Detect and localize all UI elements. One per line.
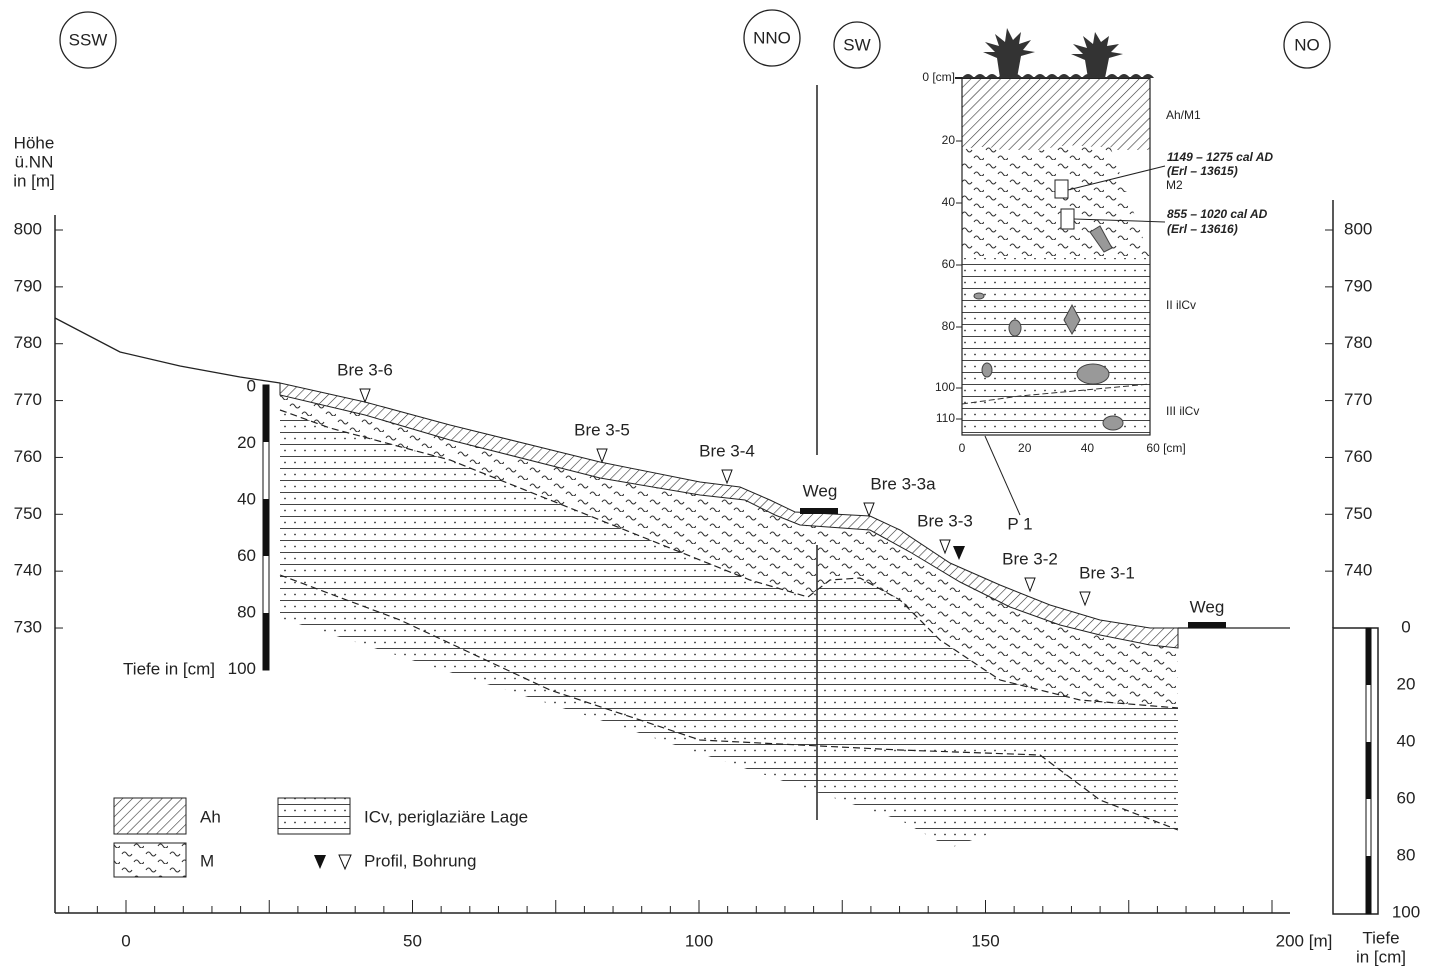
path-label: Weg [1190, 597, 1225, 616]
y-tick-label: 750 [14, 504, 42, 523]
borehole-label: Bre 3-3a [870, 474, 936, 493]
y2-tick-label: 790 [1344, 276, 1372, 295]
date-lab: (Erl – 13615) [1167, 164, 1238, 178]
date-lab: (Erl – 13616) [1167, 222, 1238, 236]
y-axis-title: ü.NN [15, 152, 54, 171]
date-age: 855 – 1020 cal AD [1167, 207, 1268, 221]
y-tick-label: 800 [14, 219, 42, 238]
depth-tick-label: 0 [247, 376, 256, 395]
borehole-marker [940, 540, 950, 553]
inset-x-tick-label: 60 [cm] [1146, 441, 1185, 455]
y2-tick-label: 750 [1344, 504, 1372, 523]
x-tick-label: 200 [m] [1276, 931, 1333, 950]
borehole-marker [722, 470, 732, 483]
inset-x-tick-label: 0 [959, 441, 966, 455]
horizon-label: III ilCv [1166, 404, 1199, 418]
legend-label: Profil, Bohrung [364, 851, 476, 870]
inset-x-tick-label: 20 [1018, 441, 1032, 455]
y-tick-label: 740 [14, 561, 42, 580]
depth-tick-label: 80 [1397, 845, 1416, 864]
y-tick-label: 730 [14, 618, 42, 637]
depth-tick-label: 100 [1392, 902, 1420, 921]
depth-tick-label: 40 [1397, 731, 1416, 750]
horizon-label: II ilCv [1166, 298, 1196, 312]
date-age: 1149 – 1275 cal AD [1167, 150, 1273, 164]
y2-tick-label: 780 [1344, 333, 1372, 352]
legend-label: ICv, periglaziäre Lage [364, 807, 528, 826]
inset-y-tick-label: 0 [cm] [922, 70, 955, 84]
inset-y-tick-label: 80 [942, 319, 956, 333]
borehole-marker [1025, 578, 1035, 591]
x-tick-label: 50 [403, 931, 422, 950]
inset-y-tick-label: 100 [935, 380, 955, 394]
horizon-label: M2 [1166, 178, 1183, 192]
legend-label: Ah [200, 807, 221, 826]
y2-tick-label: 770 [1344, 390, 1372, 409]
inset-y-tick-label: 20 [942, 133, 956, 147]
direction: NO [1294, 35, 1320, 54]
depth-tick-label: 0 [1401, 617, 1410, 636]
inset-x-tick-label: 40 [1081, 441, 1095, 455]
inset-y-tick-label: 60 [942, 257, 956, 271]
y-axis-title: in [m] [13, 171, 55, 190]
borehole-marker [360, 389, 370, 402]
depth-tick-label: 40 [237, 489, 256, 508]
y2-tick-label: 760 [1344, 447, 1372, 466]
legend-label: M [200, 851, 214, 870]
y2-tick-label: 740 [1344, 561, 1372, 580]
y-tick-label: 760 [14, 447, 42, 466]
y-tick-label: 780 [14, 333, 42, 352]
depth-tick-label: 20 [1397, 674, 1416, 693]
path-label: Weg [803, 481, 838, 500]
y-tick-label: 790 [14, 276, 42, 295]
inset-y-tick-label: 40 [942, 195, 956, 209]
depth-title: in [cm] [1356, 947, 1406, 966]
cross-section: SSWNNOSWNOHöheü.NNin [m]8007907807707607… [0, 0, 1433, 969]
depth-title: Tiefe [1362, 928, 1399, 947]
inset-profile [955, 28, 1165, 435]
borehole-marker [1080, 592, 1090, 605]
direction: SW [843, 35, 870, 54]
depth-tick-label: 80 [237, 602, 256, 621]
depth-tick-label: 100 [228, 659, 256, 678]
legend [114, 798, 351, 877]
borehole-marker [597, 449, 607, 462]
direction: NNO [753, 28, 791, 47]
depth-tick-label: 60 [237, 546, 256, 565]
borehole-label: Bre 3-2 [1002, 549, 1058, 568]
y2-tick-label: 800 [1344, 219, 1372, 238]
borehole-label: Bre 3-5 [574, 420, 630, 439]
x-tick-label: 0 [121, 931, 130, 950]
y-tick-label: 770 [14, 390, 42, 409]
borehole-label: Bre 3-3 [917, 511, 973, 530]
direction: SSW [69, 30, 108, 49]
x-tick-label: 100 [685, 931, 713, 950]
profile-label: P 1 [1007, 514, 1032, 533]
borehole-label: Bre 3-1 [1079, 563, 1135, 582]
y-axis-title: Höhe [14, 133, 55, 152]
depth-tick-label: 60 [1397, 788, 1416, 807]
borehole-label: Bre 3-6 [337, 360, 393, 379]
horizon-label: Ah/M1 [1166, 108, 1201, 122]
x-tick-label: 150 [971, 931, 999, 950]
borehole-label: Bre 3-4 [699, 441, 755, 460]
inset-y-tick-label: 110 [936, 411, 955, 425]
borehole-marker [864, 503, 874, 516]
depth-title: Tiefe in [cm] [123, 659, 215, 678]
depth-tick-label: 20 [237, 433, 256, 452]
